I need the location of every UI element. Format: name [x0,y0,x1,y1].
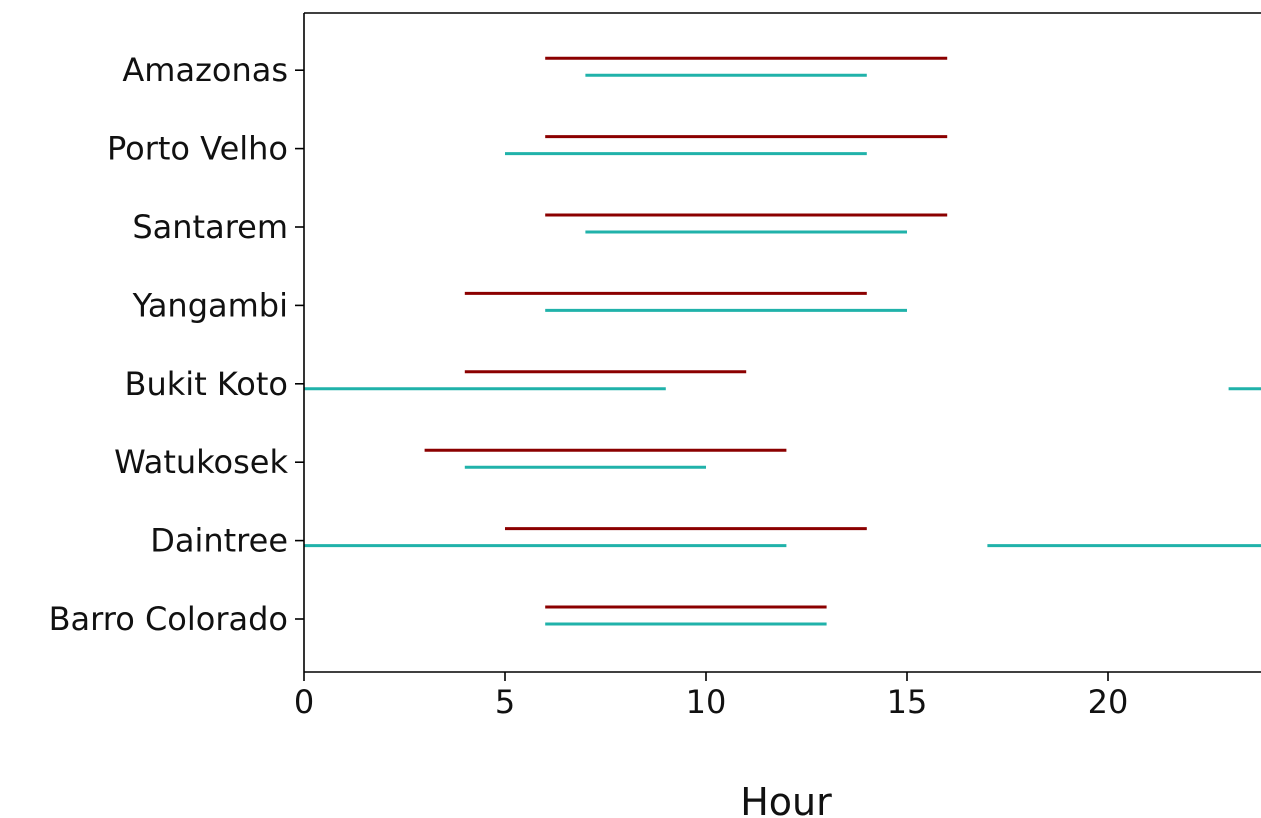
x-axis-title: Hour [740,780,832,818]
y-tick-label-6: Porto Velho [107,130,288,168]
x-tick-label-1: 5 [495,683,515,721]
x-tick-label-2: 10 [686,683,727,721]
x-axis: 0 5 10 15 20 [294,672,1129,721]
x-tick-label-3: 15 [887,683,928,721]
x-tick-label-4: 20 [1088,683,1129,721]
x-tick-label-0: 0 [294,683,314,721]
y-tick-label-4: Yangambi [132,286,288,324]
y-tick-label-5: Santarem [132,208,288,246]
y-tick-label-2: Watukosek [114,443,288,481]
y-tick-label-3: Bukit Koto [125,365,288,403]
y-tick-label-7: Amazonas [122,51,288,89]
y-tick-label-1: Daintree [150,522,288,560]
interval-bars [304,56,1261,626]
y-axis: Barro Colorado Daintree Watukosek Bukit Kot… [49,51,304,638]
y-tick-label-0: Barro Colorado [49,600,288,638]
